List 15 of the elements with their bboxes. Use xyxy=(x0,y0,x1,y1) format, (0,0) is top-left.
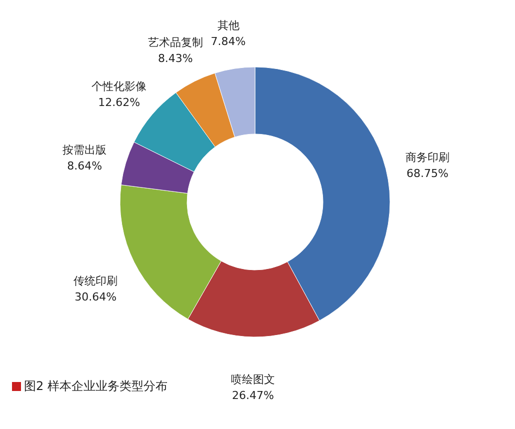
slice-label: 传统印刷 xyxy=(74,274,118,288)
slice-label: 个性化影像 xyxy=(92,80,147,93)
data-label: 8.43% xyxy=(158,52,193,65)
data-label: 68.75% xyxy=(406,167,448,180)
data-label: 12.62% xyxy=(98,96,140,109)
data-label: 26.47% xyxy=(232,388,274,402)
slice-label: 其他 xyxy=(217,19,240,32)
data-label: 30.64% xyxy=(74,290,117,304)
slice-label: 喷绘图文 xyxy=(231,372,276,386)
text: 图2 样本企业业务类型分布 xyxy=(24,378,168,395)
slice-label: 按需出版 xyxy=(62,143,107,156)
slice-label: 艺术品复制 xyxy=(148,36,203,49)
data-label: 7.84% xyxy=(210,35,246,48)
slice-label: 商务印刷 xyxy=(406,151,450,164)
data-label: 8.64% xyxy=(67,159,102,172)
